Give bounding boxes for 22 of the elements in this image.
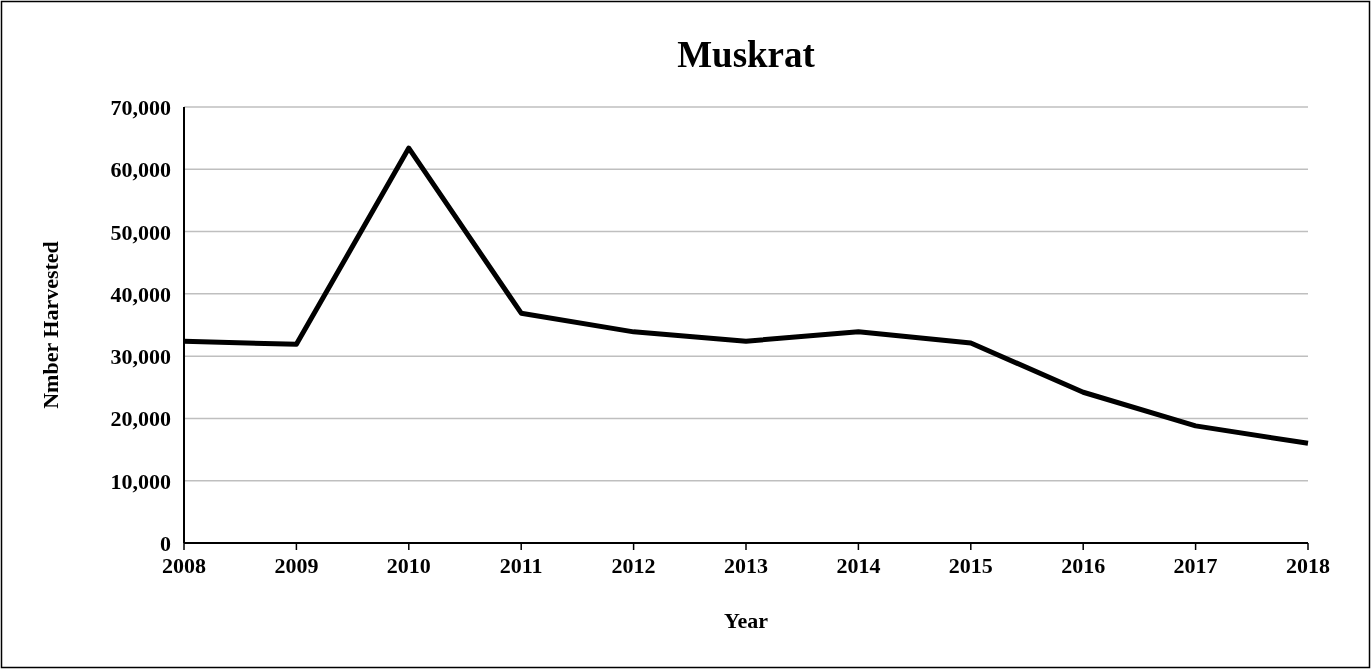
y-tick-label: 60,000 xyxy=(110,157,171,183)
y-tick-label: 70,000 xyxy=(110,95,171,120)
x-tick-label: 2017 xyxy=(1173,553,1218,578)
x-tick-label: 2009 xyxy=(274,553,319,578)
x-tick-label: 2008 xyxy=(162,553,206,578)
x-tick-label: 2014 xyxy=(836,553,881,578)
y-tick-label: 10,000 xyxy=(110,468,171,494)
x-tick-label: 2012 xyxy=(611,553,656,578)
y-tick-label: 20,000 xyxy=(110,406,171,432)
y-tick-label: 40,000 xyxy=(110,281,171,307)
x-axis-title: Year xyxy=(724,608,769,633)
y-axis-title: Nmber Harvested xyxy=(38,241,63,409)
x-tick-label: 2015 xyxy=(948,553,993,578)
x-tick-label: 2018 xyxy=(1286,553,1330,578)
y-tick-label: 0 xyxy=(160,531,171,556)
x-tick-label: 2016 xyxy=(1061,553,1106,578)
x-tick-label: 2013 xyxy=(724,553,768,578)
chart-title: Muskrat xyxy=(677,34,816,75)
y-tick-label: 50,000 xyxy=(110,219,171,245)
y-tick-label: 30,000 xyxy=(110,344,171,370)
x-tick-label: 2011 xyxy=(499,553,543,578)
x-tick-label: 2010 xyxy=(386,553,431,578)
